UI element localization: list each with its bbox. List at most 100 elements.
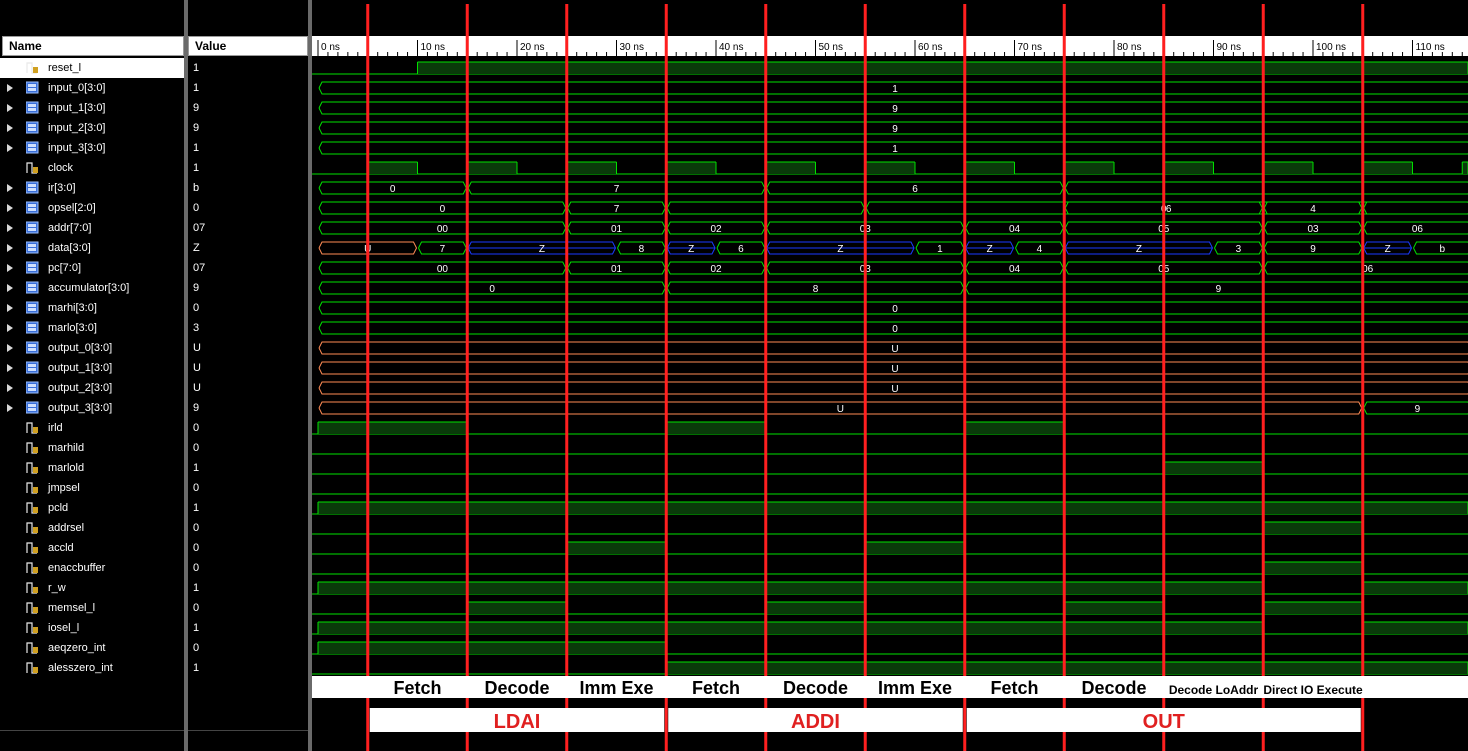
wire-signal-icon <box>26 62 38 74</box>
signal-value-row[interactable]: 3 <box>188 318 308 338</box>
signal-value-row[interactable]: Z <box>188 238 308 258</box>
signal-value-row[interactable]: b <box>188 178 308 198</box>
signal-row-output-1[interactable]: output_1[3:0] <box>0 358 184 378</box>
signal-value-row[interactable]: 1 <box>188 498 308 518</box>
bus-segment <box>318 361 1468 375</box>
value-column-header[interactable]: Value <box>188 36 308 56</box>
signal-value-row[interactable]: 0 <box>188 298 308 318</box>
signal-row-clock[interactable]: clock <box>0 158 184 178</box>
signal-row-addr[interactable]: addr[7:0] <box>0 218 184 238</box>
signal-row-input-3[interactable]: input_3[3:0] <box>0 138 184 158</box>
signal-row-marlo[interactable]: marlo[3:0] <box>0 318 184 338</box>
name-column-header[interactable]: Name <box>2 36 184 56</box>
expand-arrow-icon[interactable] <box>7 184 13 192</box>
instruction-label: LDAI <box>494 711 541 733</box>
signal-value-row[interactable]: 1 <box>188 458 308 478</box>
signal-row-iosel-l[interactable]: iosel_l <box>0 618 184 638</box>
expand-arrow-icon[interactable] <box>7 364 13 372</box>
splitter-values[interactable] <box>308 0 312 751</box>
signal-name: data[3:0] <box>48 242 91 254</box>
signal-row-r-w[interactable]: r_w <box>0 578 184 598</box>
bus-signal-icon <box>26 221 39 234</box>
signal-value-row[interactable]: 0 <box>188 198 308 218</box>
signal-value-row[interactable]: 07 <box>188 258 308 278</box>
signal-name: jmpsel <box>48 482 80 494</box>
signal-value-row[interactable]: 9 <box>188 118 308 138</box>
ruler-label: 110 ns <box>1416 42 1445 53</box>
signal-value-row[interactable]: 0 <box>188 478 308 498</box>
time-ruler <box>312 36 1468 56</box>
signal-value-row[interactable]: 1 <box>188 578 308 598</box>
signal-row-memsel-l[interactable]: memsel_l <box>0 598 184 618</box>
bus-value-label: 7 <box>614 184 620 195</box>
signal-value-row[interactable]: 0 <box>188 418 308 438</box>
signal-row-data[interactable]: data[3:0] <box>0 238 184 258</box>
signal-value-row[interactable]: U <box>188 378 308 398</box>
signal-value-row[interactable]: 0 <box>188 598 308 618</box>
expand-arrow-icon[interactable] <box>7 204 13 212</box>
expand-arrow-icon[interactable] <box>7 284 13 292</box>
signal-row-alesszero-int[interactable]: alesszero_int <box>0 658 184 678</box>
expand-arrow-icon[interactable] <box>7 404 13 412</box>
signal-row-marhi[interactable]: marhi[3:0] <box>0 298 184 318</box>
signal-row-input-1[interactable]: input_1[3:0] <box>0 98 184 118</box>
signal-value-row[interactable]: 0 <box>188 518 308 538</box>
signal-row-irld[interactable]: irld <box>0 418 184 438</box>
signal-row-output-3[interactable]: output_3[3:0] <box>0 398 184 418</box>
signal-row-output-2[interactable]: output_2[3:0] <box>0 378 184 398</box>
signal-row-marlold[interactable]: marlold <box>0 458 184 478</box>
splitter-names[interactable] <box>184 0 188 751</box>
expand-arrow-icon[interactable] <box>7 244 13 252</box>
signal-value-row[interactable]: 07 <box>188 218 308 238</box>
signal-value-row[interactable]: 1 <box>188 78 308 98</box>
signal-row-jmpsel[interactable]: jmpsel <box>0 478 184 498</box>
signal-row-reset-l[interactable]: reset_l <box>0 58 184 78</box>
signal-row-accld[interactable]: accld <box>0 538 184 558</box>
signal-row-aeqzero-int[interactable]: aeqzero_int <box>0 638 184 658</box>
wave-high-fill <box>318 582 1264 594</box>
expand-arrow-icon[interactable] <box>7 84 13 92</box>
signal-value-row[interactable]: 9 <box>188 98 308 118</box>
wire-signal-icon <box>26 422 38 434</box>
signal-value-row[interactable]: 1 <box>188 618 308 638</box>
wave-high-fill <box>318 642 667 654</box>
expand-arrow-icon[interactable] <box>7 384 13 392</box>
signal-row-output-0[interactable]: output_0[3:0] <box>0 338 184 358</box>
signal-value: 1 <box>193 162 200 174</box>
expand-arrow-icon[interactable] <box>7 264 13 272</box>
signal-value-row[interactable]: 1 <box>188 138 308 158</box>
expand-arrow-icon[interactable] <box>7 224 13 232</box>
signal-row-accumulator[interactable]: accumulator[3:0] <box>0 278 184 298</box>
phase-label: Fetch <box>692 678 740 698</box>
signal-row-pcld[interactable]: pcld <box>0 498 184 518</box>
bus-value-label: 04 <box>1009 224 1021 235</box>
signal-value-row[interactable]: U <box>188 358 308 378</box>
signal-row-marhild[interactable]: marhild <box>0 438 184 458</box>
signal-value-row[interactable]: 9 <box>188 398 308 418</box>
expand-arrow-icon[interactable] <box>7 304 13 312</box>
signal-value-row[interactable]: 9 <box>188 278 308 298</box>
waveform-pane[interactable]: 0 ns 10 ns 20 ns 30 ns 40 ns 50 ns 60 ns 70 ns 8… <box>312 0 1468 751</box>
signal-row-pc[interactable]: pc[7:0] <box>0 258 184 278</box>
signal-value-row[interactable]: 0 <box>188 558 308 578</box>
signal-row-opsel[interactable]: opsel[2:0] <box>0 198 184 218</box>
signal-row-addrsel[interactable]: addrsel <box>0 518 184 538</box>
signal-value-row[interactable]: 1 <box>188 158 308 178</box>
signal-row-input-2[interactable]: input_2[3:0] <box>0 118 184 138</box>
signal-row-input-0[interactable]: input_0[3:0] <box>0 78 184 98</box>
signal-value-row[interactable]: 1 <box>188 58 308 78</box>
expand-arrow-icon[interactable] <box>7 344 13 352</box>
waveform-canvas[interactable]: 0 ns 10 ns 20 ns 30 ns 40 ns 50 ns 60 ns 70 ns 8… <box>312 0 1468 751</box>
signal-value-row[interactable]: U <box>188 338 308 358</box>
expand-arrow-icon[interactable] <box>7 144 13 152</box>
expand-arrow-icon[interactable] <box>7 324 13 332</box>
signal-row-enaccbuffer[interactable]: enaccbuffer <box>0 558 184 578</box>
expand-arrow-icon[interactable] <box>7 124 13 132</box>
signal-value-row[interactable]: 0 <box>188 638 308 658</box>
signal-value-row[interactable]: 1 <box>188 658 308 678</box>
signal-value-row[interactable]: 0 <box>188 538 308 558</box>
signal-value: 0 <box>193 602 200 614</box>
expand-arrow-icon[interactable] <box>7 104 13 112</box>
signal-row-ir[interactable]: ir[3:0] <box>0 178 184 198</box>
signal-value-row[interactable]: 0 <box>188 438 308 458</box>
